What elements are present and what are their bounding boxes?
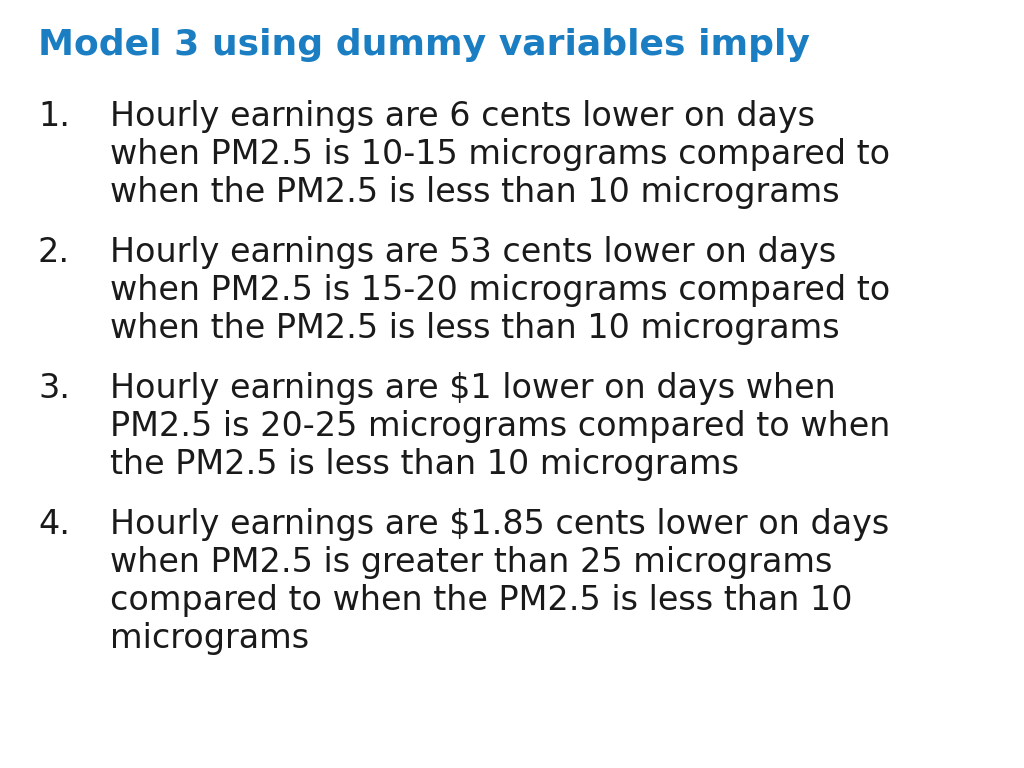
Text: Hourly earnings are 53 cents lower on days: Hourly earnings are 53 cents lower on da… — [110, 236, 837, 269]
Text: Hourly earnings are $1 lower on days when: Hourly earnings are $1 lower on days whe… — [110, 372, 836, 405]
Text: PM2.5 is 20-25 micrograms compared to when: PM2.5 is 20-25 micrograms compared to wh… — [110, 410, 891, 443]
Text: when the PM2.5 is less than 10 micrograms: when the PM2.5 is less than 10 microgram… — [110, 176, 840, 209]
Text: when PM2.5 is 10-15 micrograms compared to: when PM2.5 is 10-15 micrograms compared … — [110, 138, 890, 171]
Text: the PM2.5 is less than 10 micrograms: the PM2.5 is less than 10 micrograms — [110, 448, 739, 481]
Text: 4.: 4. — [38, 508, 70, 541]
Text: Hourly earnings are $1.85 cents lower on days: Hourly earnings are $1.85 cents lower on… — [110, 508, 889, 541]
Text: 2.: 2. — [38, 236, 70, 269]
Text: when the PM2.5 is less than 10 micrograms: when the PM2.5 is less than 10 microgram… — [110, 312, 840, 345]
Text: micrograms: micrograms — [110, 622, 309, 655]
Text: 1.: 1. — [38, 100, 70, 133]
Text: Model 3 using dummy variables imply: Model 3 using dummy variables imply — [38, 28, 810, 62]
Text: when PM2.5 is 15-20 micrograms compared to: when PM2.5 is 15-20 micrograms compared … — [110, 274, 890, 307]
Text: compared to when the PM2.5 is less than 10: compared to when the PM2.5 is less than … — [110, 584, 853, 617]
Text: when PM2.5 is greater than 25 micrograms: when PM2.5 is greater than 25 micrograms — [110, 546, 833, 579]
Text: Hourly earnings are 6 cents lower on days: Hourly earnings are 6 cents lower on day… — [110, 100, 815, 133]
Text: 3.: 3. — [38, 372, 70, 405]
